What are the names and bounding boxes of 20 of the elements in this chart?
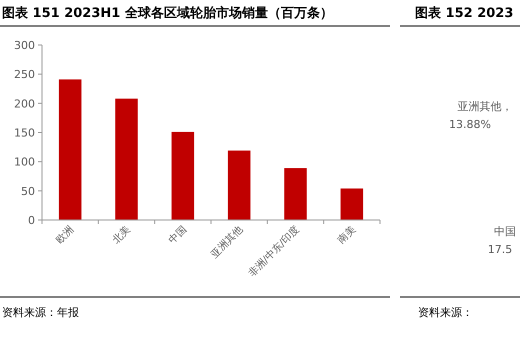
text: 资料来源：年报 bbox=[2, 306, 79, 319]
y-tick-label: 100 bbox=[14, 156, 35, 169]
y-tick-label: 0 bbox=[28, 214, 35, 227]
text: 亚洲其他， bbox=[458, 100, 512, 113]
x-tick-label: 非洲/中东/印度 bbox=[246, 224, 302, 280]
y-tick-label: 250 bbox=[14, 68, 35, 82]
text: 资料来源： bbox=[418, 306, 473, 319]
text: 17.5 bbox=[488, 243, 512, 256]
chart-title: 图表 151 2023H1 全球各区域轮胎市场销量（百万条） bbox=[2, 5, 333, 21]
y-tick-label: 150 bbox=[14, 126, 35, 140]
y-tick-label: 200 bbox=[14, 97, 35, 110]
y-tick-label: 50 bbox=[21, 184, 35, 198]
text: 13.88% bbox=[449, 118, 491, 131]
text: 图表 152 2023 bbox=[415, 6, 514, 21]
y-tick-label: 300 bbox=[14, 39, 35, 52]
x-tick-label: 欧洲 bbox=[54, 224, 76, 246]
x-tick-label: 中国 bbox=[166, 224, 189, 246]
x-tick-label: 北美 bbox=[110, 224, 133, 246]
x-tick-label: 亚洲其他 bbox=[208, 224, 246, 260]
x-tick-label: 南美 bbox=[335, 224, 358, 246]
